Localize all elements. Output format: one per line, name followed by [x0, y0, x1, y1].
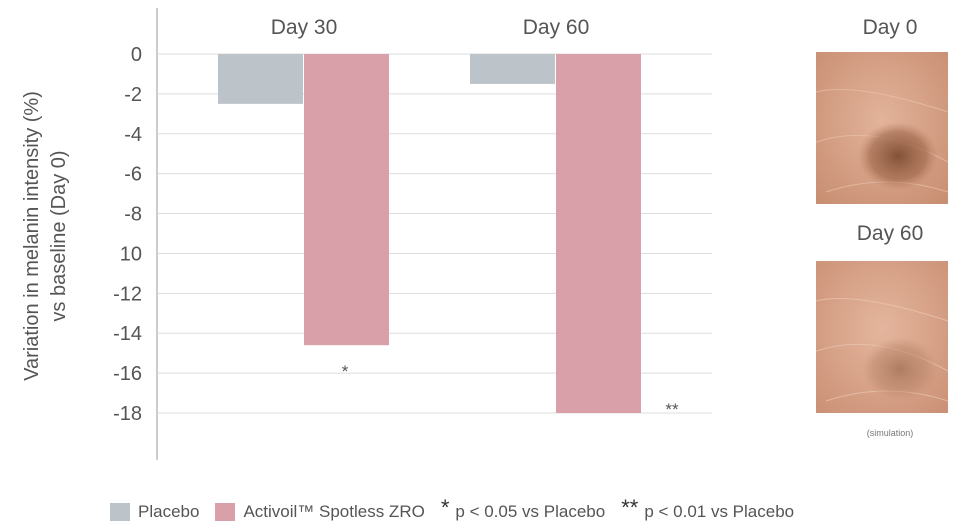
significance-annotation: ** — [665, 400, 679, 419]
legend-label-active: Activoil™ Spotless ZRO — [243, 502, 425, 521]
skin-photo-day-60 — [816, 261, 948, 413]
legend-symbol-double-star: ** — [621, 495, 639, 520]
y-tick-label: 0 — [131, 44, 142, 66]
skin-photo-day-0 — [816, 52, 948, 204]
legend-symbol-single-star: * — [440, 495, 450, 520]
legend-swatch-active — [215, 503, 236, 521]
significance-annotation: * — [342, 362, 349, 381]
legend-label-p001: p < 0.01 vs Placebo — [644, 502, 795, 521]
bar-chart: 0 -2 -4 -6 -8 10 -12 -14 -16 -18 Variation in mela… — [21, 8, 712, 460]
y-tick-label: -18 — [113, 403, 142, 425]
y-tick-label: -16 — [113, 363, 142, 385]
y-tick-label: -6 — [124, 164, 142, 186]
y-tick-label: 10 — [120, 243, 142, 265]
legend-item-p005: * p < 0.05 vs Placebo — [441, 495, 606, 525]
y-tick-label: -12 — [113, 283, 142, 305]
bar-placebo-day-60 — [470, 54, 555, 84]
legend-label-p005: p < 0.05 vs Placebo — [455, 502, 606, 521]
y-tick-label: -14 — [113, 323, 142, 345]
y-tick-label: -2 — [124, 84, 142, 106]
category-label: Day 60 — [523, 16, 590, 39]
legend-item-p001: ** p < 0.01 vs Placebo — [621, 495, 795, 525]
y-tick-label: -4 — [124, 124, 142, 146]
photo-label-day-0: Day 0 — [862, 16, 918, 39]
legend: Placebo Activoil™ Spotless ZRO * p < 0.0… — [110, 495, 810, 525]
y-axis-title-line-2: vs baseline (Day 0) — [48, 150, 70, 321]
bar-active-day-60 — [556, 54, 641, 413]
legend-label-placebo: Placebo — [138, 502, 200, 521]
y-tick-label: -8 — [124, 204, 142, 226]
legend-swatch-placebo — [110, 503, 130, 521]
legend-item-active: Activoil™ Spotless ZRO — [215, 502, 425, 522]
legend-item-placebo: Placebo — [110, 502, 199, 522]
bar-active-day-30 — [304, 54, 389, 346]
photo-label-day-60: Day 60 — [856, 222, 924, 245]
bar-placebo-day-30 — [218, 54, 303, 104]
y-axis-title-line-1: Variation in melanin intensity (%) — [21, 91, 43, 381]
category-label: Day 30 — [271, 16, 338, 39]
photo-caption: (simulation) — [866, 428, 914, 438]
